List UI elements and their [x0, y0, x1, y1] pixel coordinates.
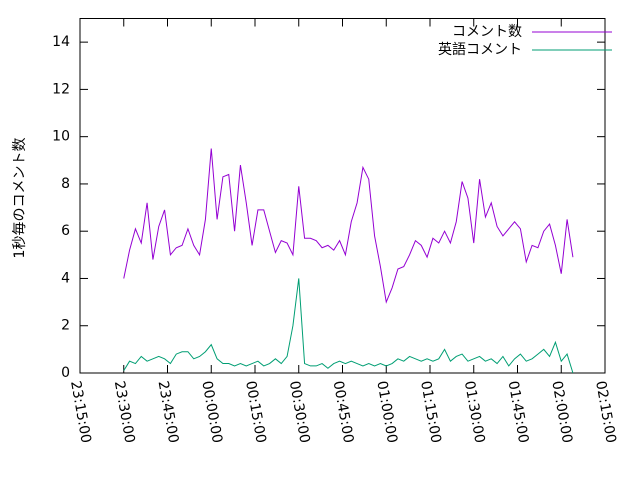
x-tick-label: 23:30:00	[111, 380, 138, 445]
y-tick-label: 2	[61, 318, 70, 334]
y-tick-label: 6	[61, 223, 70, 239]
x-tick-label: 00:30:00	[286, 380, 313, 445]
y-tick-label: 14	[52, 34, 70, 50]
x-tick-label: 01:30:00	[461, 380, 488, 445]
legend-label: 英語コメント	[438, 41, 522, 58]
x-tick-label: 01:15:00	[417, 380, 444, 445]
x-tick-label: 00:45:00	[330, 380, 357, 445]
y-axis-label: 1秒毎のコメント数	[12, 138, 28, 259]
series-line	[123, 148, 574, 304]
y-tick-label: 12	[52, 81, 70, 97]
x-tick-label: 01:45:00	[505, 380, 532, 445]
x-tick-label: 00:15:00	[242, 380, 269, 445]
x-tick-label: 00:00:00	[198, 380, 225, 445]
x-tick-label: 01:00:00	[373, 380, 400, 445]
y-tick-label: 8	[61, 176, 70, 192]
x-tick-label: 23:45:00	[155, 380, 182, 445]
legend-label: コメント数	[452, 24, 522, 40]
x-tick-label: 02:00:00	[548, 380, 575, 445]
series-line	[123, 278, 574, 374]
x-tick-label: 02:15:00	[592, 380, 619, 445]
x-tick-label: 23:15:00	[67, 380, 94, 445]
y-tick-label: 4	[61, 270, 70, 286]
y-tick-label: 10	[52, 129, 70, 145]
plot-border	[79, 18, 606, 374]
y-tick-label: 0	[61, 365, 70, 381]
